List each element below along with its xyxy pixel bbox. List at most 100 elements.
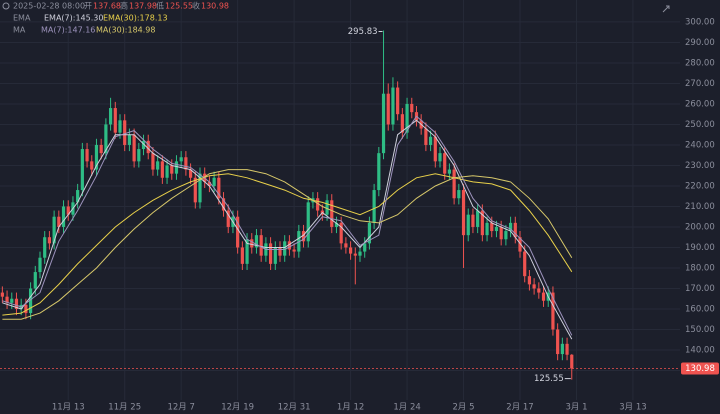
candle-body (316, 198, 320, 211)
icon (662, 5, 670, 13)
legend-entry: MA(30):184.98 (96, 26, 155, 35)
y-tick-label: 220.00 (685, 181, 715, 191)
x-tick-label: 2月 5 (453, 403, 475, 413)
candle-body (537, 288, 541, 293)
high-value: 137.98 (129, 2, 157, 11)
candle-body (123, 120, 127, 145)
candle-body (476, 210, 480, 227)
legend-entry: EMA(7):145.30 (44, 14, 103, 23)
candle-body (541, 292, 546, 301)
candle-body (508, 222, 513, 232)
candle-body (532, 284, 536, 289)
candle-body (188, 169, 193, 178)
y-tick-label: 240.00 (685, 140, 715, 150)
candle-body (104, 124, 108, 154)
candle-body (5, 296, 9, 303)
candle-body (292, 249, 296, 252)
candle-body (259, 235, 263, 256)
candle-body (494, 226, 499, 232)
candle-body (287, 241, 292, 250)
indicator-line (2, 169, 573, 320)
candle-body (556, 329, 560, 355)
candle-body (400, 114, 404, 133)
candle-body (358, 251, 362, 256)
candle-body (513, 222, 517, 238)
candle-body (377, 153, 381, 191)
candle-body (339, 222, 343, 244)
candle-body (113, 108, 117, 133)
candle-body (0, 292, 4, 297)
x-tick-label: 12月 7 (167, 403, 194, 413)
open-value: 137.68 (93, 2, 121, 11)
y-tick-label: 300.00 (685, 17, 715, 27)
candle-body (179, 157, 183, 162)
candle-body (386, 93, 390, 125)
candle-body (457, 190, 461, 199)
candle-body (156, 161, 160, 170)
candle-body (273, 247, 277, 264)
candle-body (268, 243, 273, 264)
x-tick-label: 11月 25 (108, 403, 141, 413)
last-price-label: 130.98 (685, 364, 715, 374)
candle-body (66, 206, 70, 215)
candle-body (236, 216, 240, 248)
x-tick-label: 12月 31 (278, 403, 311, 413)
candle-body (94, 144, 99, 170)
candle-body (174, 161, 179, 174)
candle-body (250, 239, 254, 248)
candle-body (363, 243, 367, 252)
candle-body (560, 343, 564, 355)
candle-body (367, 222, 372, 244)
candle-body (212, 177, 216, 186)
candle-body (108, 108, 113, 125)
x-tick-label: 11月 13 (52, 403, 85, 413)
y-tick-label: 150.00 (685, 325, 715, 335)
candle-body (221, 198, 226, 211)
x-tick-label: 3月 1 (565, 403, 587, 413)
candle-body (372, 190, 376, 223)
candle-body (10, 298, 14, 303)
y-tick-label: 260.00 (685, 99, 715, 109)
candle-body (198, 173, 202, 203)
candle-body (438, 153, 442, 162)
candle-body (570, 354, 574, 369)
close-value: 130.98 (201, 2, 229, 11)
candle-body (433, 136, 437, 162)
y-tick-label: 290.00 (685, 38, 715, 48)
legend-entry: MA(7):147.16 (41, 26, 95, 35)
candle-body (90, 161, 94, 170)
y-tick-label: 200.00 (685, 222, 715, 232)
candle-body (47, 237, 52, 244)
open-label: 开 (84, 2, 92, 11)
candle-body (565, 343, 569, 355)
time: 2025-02-28 08:00 (13, 2, 85, 11)
candle-body (118, 120, 122, 133)
legend-entry: EMA(30):178.13 (103, 14, 168, 23)
candle-body (424, 128, 428, 145)
candle-body (43, 237, 47, 258)
candle-body (443, 153, 447, 174)
candle-body (207, 181, 212, 186)
marks (0, 30, 574, 380)
candle-body (325, 200, 329, 215)
settings-icon[interactable] (660, 3, 672, 15)
candle-body (52, 216, 56, 244)
low-value: 125.55 (165, 2, 193, 11)
candle-body (217, 177, 221, 199)
y-tick-label: 170.00 (685, 284, 715, 294)
candle-body (405, 103, 409, 133)
candle-body (141, 140, 146, 150)
candle-body (14, 298, 19, 309)
candle-body (447, 169, 452, 174)
candle-body (381, 93, 386, 154)
candle-body (57, 216, 61, 227)
header: 2025-02-28 08:00 开 137.68 高 137.98 低 125… (2, 1, 229, 35)
candle-body (527, 276, 532, 285)
candle-body (334, 222, 339, 227)
candle-body (38, 257, 42, 273)
candle-body (452, 169, 456, 199)
candle-body (301, 231, 306, 242)
indicator-line (2, 173, 573, 316)
candle-body (151, 153, 155, 170)
y-tick-label: 210.00 (685, 202, 715, 212)
